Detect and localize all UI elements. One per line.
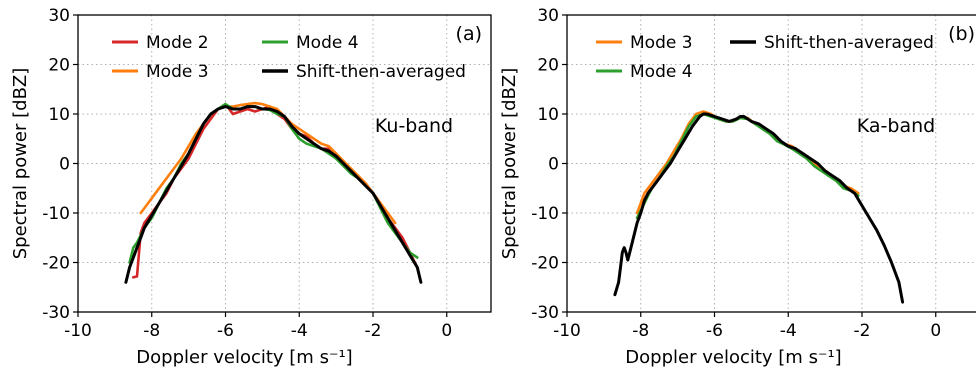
x-tick-label: -10 <box>64 321 92 341</box>
x-tick-label: -10 <box>553 321 581 341</box>
x-tick-label: -8 <box>632 321 649 341</box>
y-tick-labels-a: -30 -20 -10 0 10 20 30 <box>42 6 70 323</box>
y-tick-label: 20 <box>537 56 559 76</box>
legend-entry-label: Mode 3 <box>630 33 693 53</box>
y-tick-labels-b: -30 -20 -10 0 10 20 30 <box>531 6 559 323</box>
legend-a: Mode 2 Mode 3 Mode 4 Shift-then-averaged <box>112 33 466 82</box>
x-axis-label-b: Doppler velocity [m s⁻¹] <box>625 347 841 368</box>
y-tick-label: -20 <box>531 254 559 274</box>
x-tick-label: -8 <box>143 321 160 341</box>
series-lines-a <box>124 101 423 284</box>
x-tick-labels-a: -10 -8 -6 -4 -2 0 <box>64 321 452 341</box>
series-line-shift-then-averaged <box>613 112 905 304</box>
band-annotation-a: Ku-band <box>375 115 453 137</box>
x-tick-label: -4 <box>780 321 797 341</box>
y-tick-label: -30 <box>531 303 559 323</box>
series-lines-b <box>613 110 905 304</box>
series-line-mode-3 <box>139 101 397 225</box>
y-tick-label: 20 <box>48 56 70 76</box>
y-axis-label-b: Spectral power [dBZ] <box>499 68 520 260</box>
grid-lines-b <box>566 14 976 313</box>
x-tick-label: 0 <box>930 321 941 341</box>
x-tick-label: -6 <box>706 321 723 341</box>
panel-label-a: (a) <box>456 23 482 45</box>
y-tick-label: 30 <box>537 6 559 26</box>
legend-entry-label: Mode 4 <box>296 33 359 53</box>
x-tick-label: -6 <box>217 321 234 341</box>
panel-label-b: (b) <box>948 23 975 45</box>
band-annotation-b: Ka-band <box>857 115 935 137</box>
series-line-shift-then-averaged <box>124 105 423 284</box>
x-axis-label-a: Doppler velocity [m s⁻¹] <box>136 347 352 368</box>
y-tick-label: -30 <box>42 303 70 323</box>
y-tick-label: 0 <box>59 155 70 175</box>
x-tick-label: -2 <box>854 321 871 341</box>
y-tick-label: 10 <box>48 105 70 125</box>
y-tick-label: 30 <box>48 6 70 26</box>
x-tick-label: -2 <box>365 321 382 341</box>
x-tick-label: -4 <box>291 321 308 341</box>
legend-entry-label: Mode 3 <box>146 62 209 82</box>
y-tick-label: -10 <box>42 204 70 224</box>
y-tick-label: -10 <box>531 204 559 224</box>
y-tick-label: 10 <box>537 105 559 125</box>
legend-b: Mode 3 Mode 4 Shift-then-averaged <box>596 33 934 82</box>
x-tick-label: 0 <box>441 321 452 341</box>
x-tick-labels-b: -10 -8 -6 -4 -2 0 <box>553 321 941 341</box>
legend-entry-label: Shift-then-averaged <box>296 62 466 82</box>
grid-lines-a <box>77 14 491 313</box>
y-tick-label: -20 <box>42 254 70 274</box>
legend-entry-label: Mode 4 <box>630 62 693 82</box>
y-tick-label: 0 <box>548 155 559 175</box>
legend-entry-label: Mode 2 <box>146 33 209 53</box>
legend-entry-label: Shift-then-averaged <box>764 33 934 53</box>
y-axis-label-a: Spectral power [dBZ] <box>10 68 31 260</box>
tick-marks-b <box>562 14 937 317</box>
tick-marks-a <box>73 14 448 317</box>
